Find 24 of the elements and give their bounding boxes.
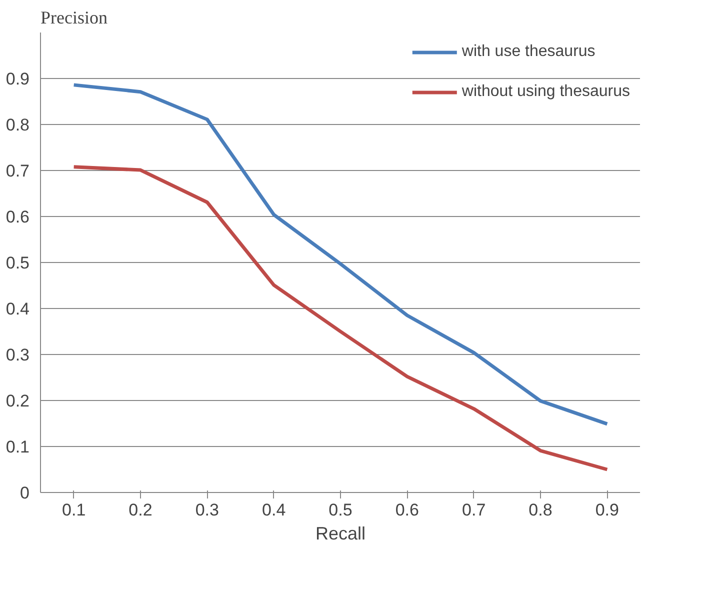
x-tick-label: 0.7: [462, 500, 486, 520]
x-axis-title: Recall: [315, 524, 366, 544]
x-tick-label: 0.3: [195, 500, 219, 520]
x-tick-label: 0.6: [395, 500, 419, 520]
y-tick-label: 0.8: [6, 116, 30, 134]
y-tick-label: 0.7: [6, 162, 30, 180]
y-tick-label: 0.9: [6, 70, 30, 88]
y-tick-label: 0.1: [6, 438, 30, 456]
x-tick-label: 0.8: [528, 500, 552, 520]
y-tick-label: 0.5: [6, 254, 30, 272]
y-tick-label: 0.3: [6, 346, 30, 364]
y-tick-label: 0.4: [6, 300, 30, 318]
y-tick-label: 0.6: [6, 208, 30, 226]
y-axis-title: Precision: [40, 8, 108, 28]
x-tick-label: 0.9: [595, 500, 619, 520]
legend-label: without using thesaurus: [462, 83, 630, 101]
x-tick-label: 0.2: [128, 500, 152, 520]
x-tick-label: 0.1: [62, 500, 86, 520]
x-tick-label: 0.5: [328, 500, 352, 520]
legend-label: with use thesaurus: [462, 43, 596, 61]
y-tick-label: 0.2: [6, 392, 30, 410]
line-series: [72, 165, 609, 472]
x-tick-label: 0.4: [262, 500, 286, 520]
y-tick-label: 0: [20, 484, 30, 502]
